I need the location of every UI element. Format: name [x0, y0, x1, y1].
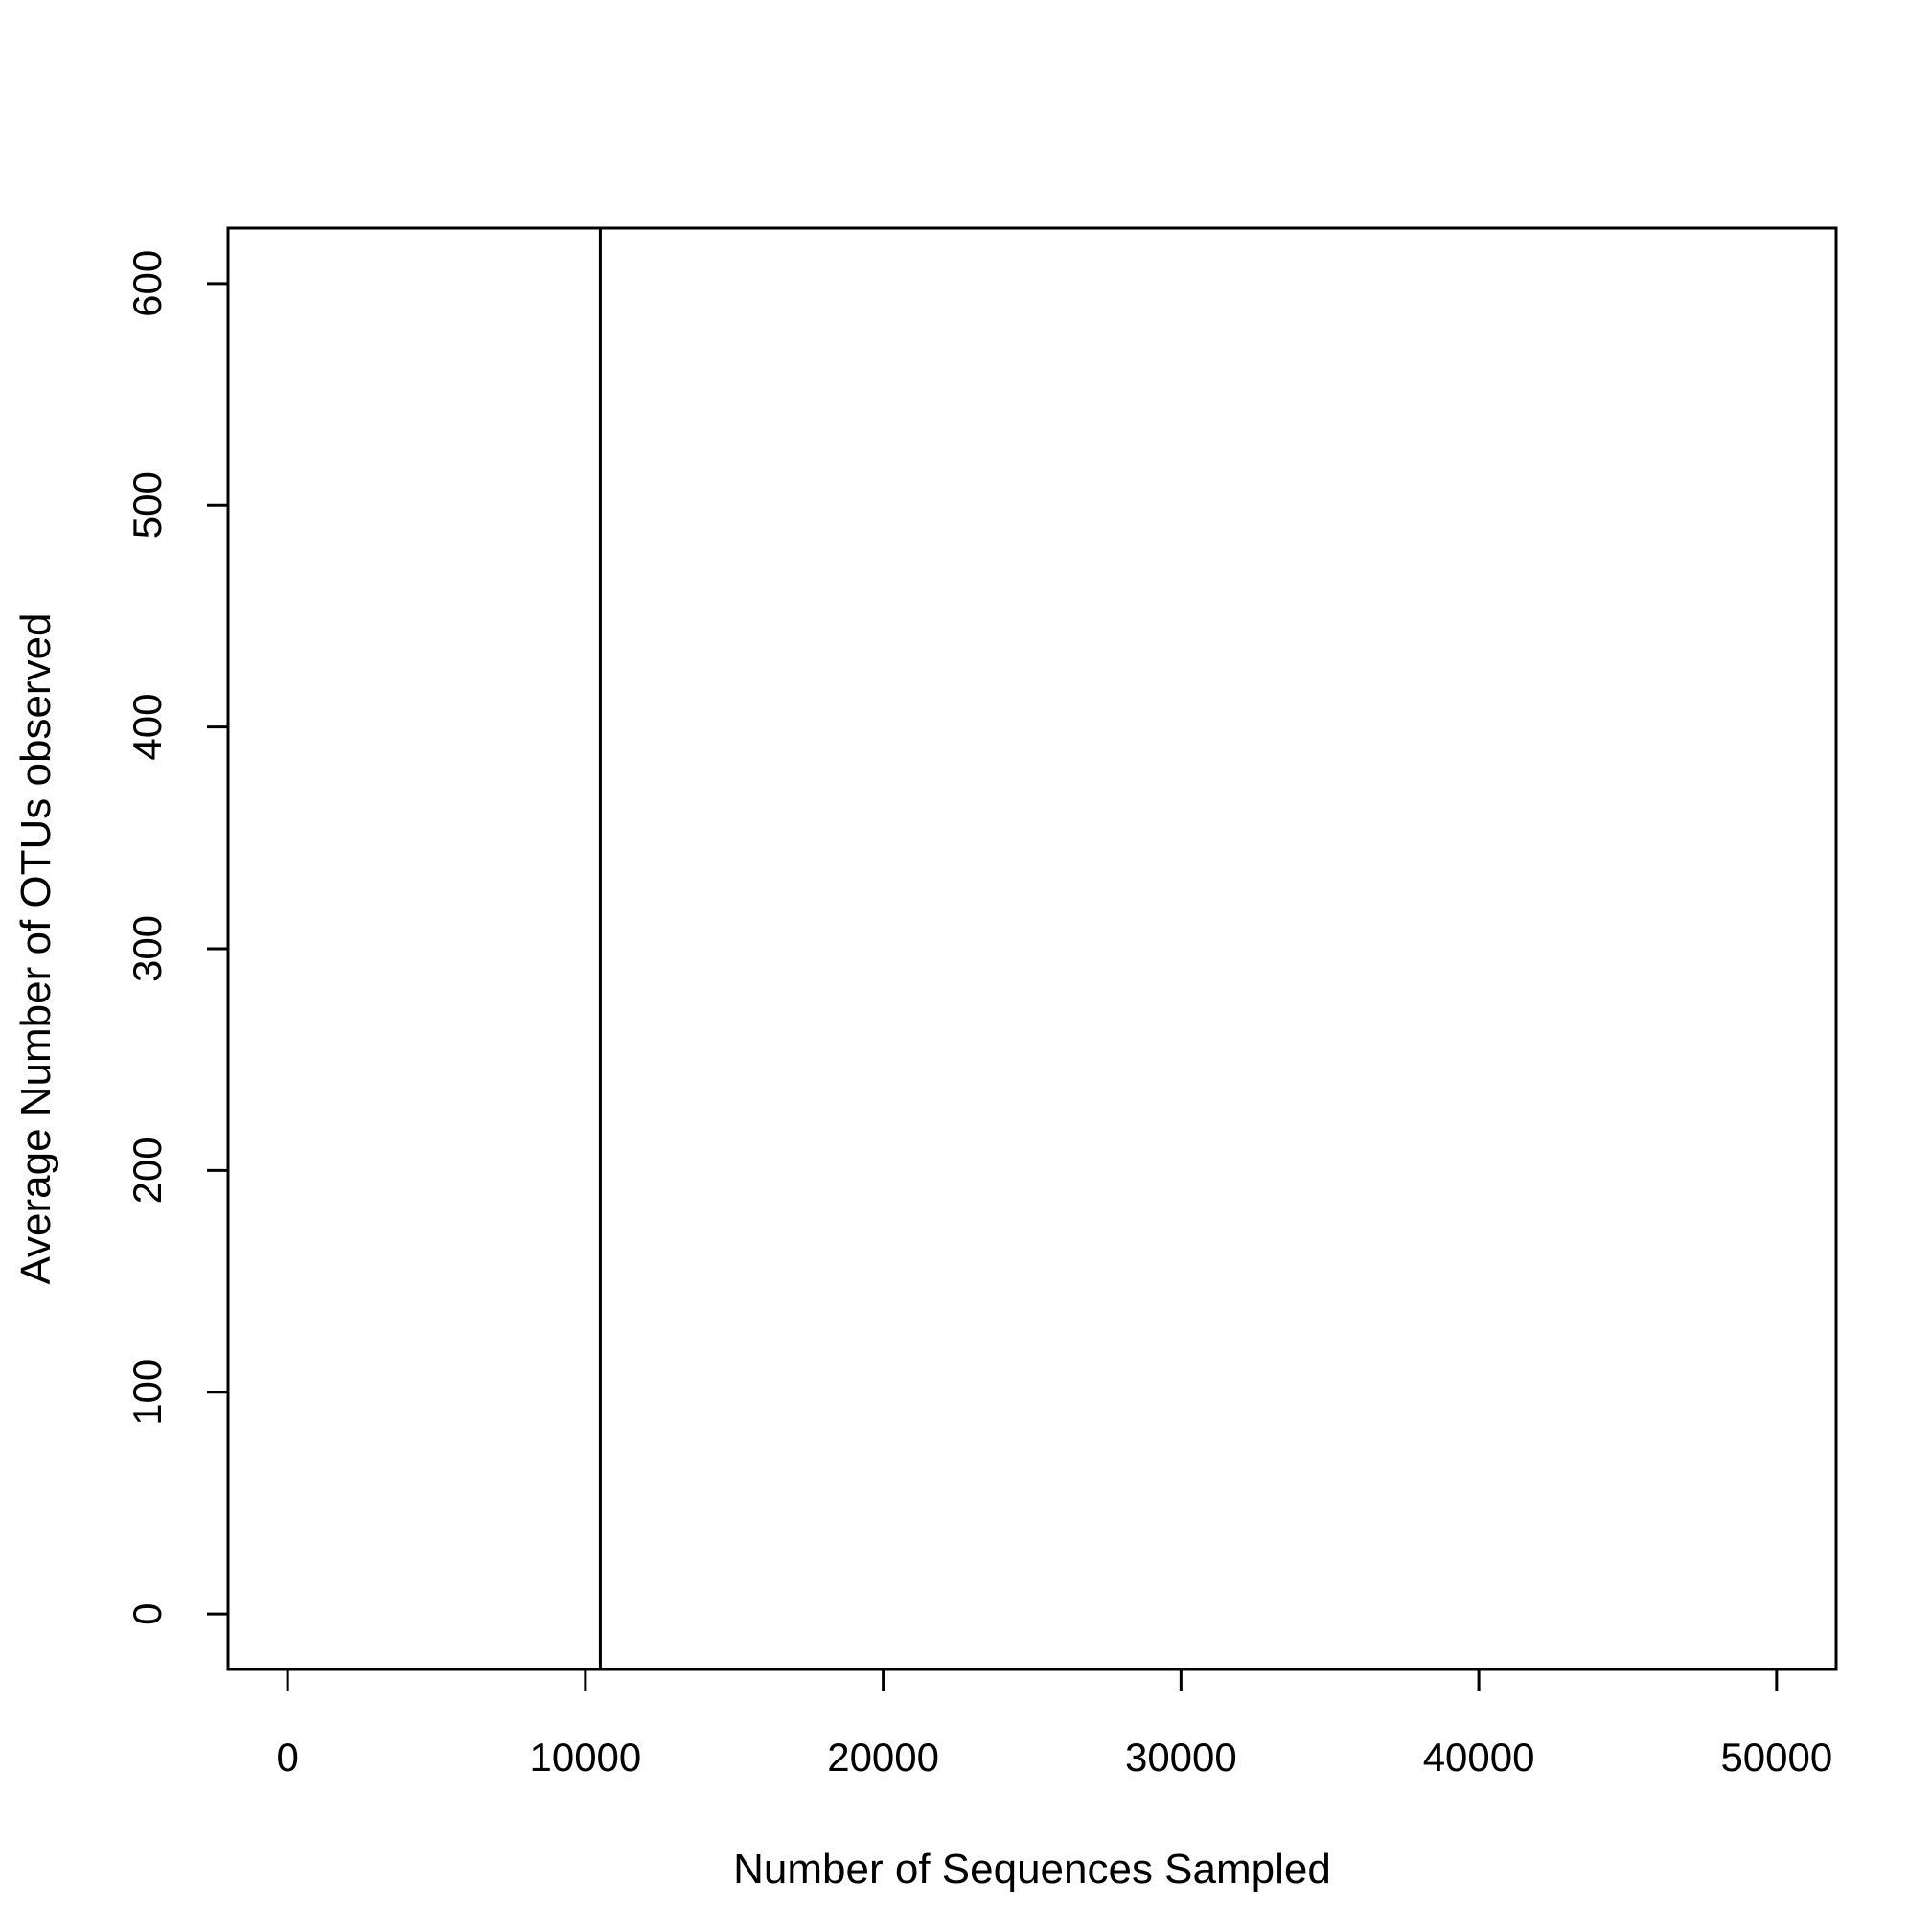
- x-tick-label: 40000: [1423, 1735, 1535, 1780]
- x-tick-label: 0: [276, 1735, 298, 1780]
- x-tick-label: 10000: [529, 1735, 641, 1780]
- x-axis: 0 10000 20000 30000 40000 50000: [276, 1669, 1832, 1780]
- y-tick-label: 600: [125, 250, 170, 317]
- y-tick-label: 500: [125, 472, 170, 539]
- y-tick-label: 300: [125, 915, 170, 982]
- y-tick-label: 100: [125, 1359, 170, 1426]
- plot-frame: [226, 226, 1838, 1671]
- x-tick-label: 50000: [1720, 1735, 1832, 1780]
- y-axis: 0 100 200 300 400 500 600: [125, 250, 228, 1625]
- y-tick-label: 200: [125, 1137, 170, 1204]
- y-tick-label: 400: [125, 694, 170, 761]
- x-tick-label: 30000: [1125, 1735, 1237, 1780]
- y-tick-label: 0: [125, 1602, 170, 1624]
- x-axis-title: Number of Sequences Sampled: [733, 1846, 1331, 1893]
- y-axis-title: Average Number of OTUs observed: [12, 612, 59, 1284]
- x-tick-label: 20000: [827, 1735, 939, 1780]
